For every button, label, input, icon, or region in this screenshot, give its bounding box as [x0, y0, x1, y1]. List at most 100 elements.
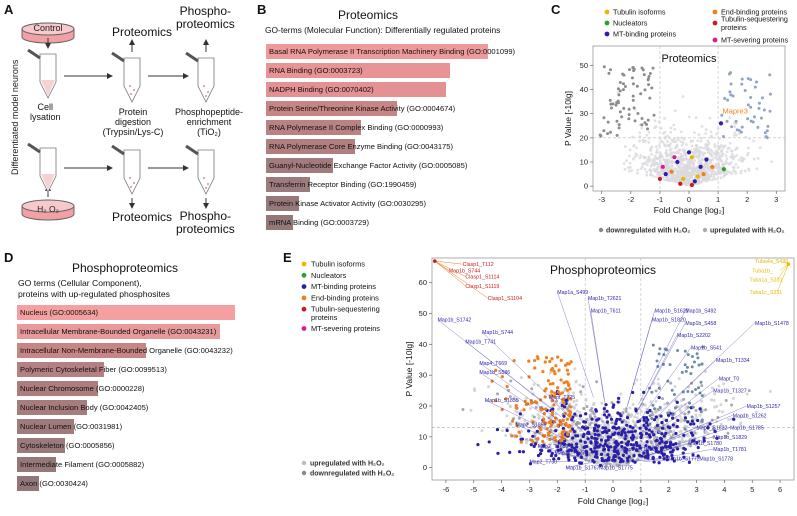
panel-b-bar-row: mRNA Binding (GO:0003729): [266, 215, 488, 230]
x-tick-label: 5: [750, 485, 754, 494]
x-tick-label: 2: [667, 485, 671, 494]
mt-binding-point: [624, 450, 628, 454]
mt-binding-point: [541, 443, 546, 448]
mt-binding-point: [605, 409, 609, 413]
data-point: [517, 416, 521, 420]
mt-binding-point: [690, 419, 694, 423]
mt-binding-point: [618, 417, 622, 421]
mt-binding-point: [683, 416, 688, 420]
data-point: [508, 395, 512, 399]
end-binding-point: [542, 411, 547, 416]
data-point: [572, 391, 576, 395]
data-point: [658, 406, 662, 410]
data-point: [592, 412, 596, 416]
data-point: [519, 376, 523, 380]
mt-binding-point: [594, 452, 599, 456]
data-point: [496, 392, 500, 396]
end-binding-point: [517, 430, 521, 434]
data-point: [670, 166, 674, 170]
end-binding-point: [550, 412, 555, 416]
data-point: [533, 425, 537, 429]
end-binding-point: [550, 410, 555, 414]
data-point: [734, 119, 738, 123]
data-point: [669, 435, 673, 439]
mt-binding-point: [606, 458, 611, 462]
mt-binding-point: [658, 436, 663, 440]
mt-binding-point: [696, 445, 700, 450]
data-point: [692, 360, 696, 364]
data-point: [690, 436, 694, 440]
data-point: [665, 152, 668, 156]
data-point: [690, 365, 694, 369]
data-point: [762, 108, 766, 112]
mt-binding-point: [579, 439, 583, 443]
x-axis-label: Fold Change [log₂]: [654, 205, 724, 215]
label-leader: [638, 310, 686, 405]
protein-label: Map1b_S1767: [566, 466, 600, 472]
data-point: [607, 71, 611, 75]
x-tick-label: 2: [745, 195, 749, 204]
data-point: [668, 363, 672, 367]
data-point: [647, 140, 651, 144]
data-point: [641, 429, 645, 433]
mt-binding-point: [644, 420, 649, 425]
tubulin-label: Tuba1c_S331: [749, 290, 782, 296]
data-point: [704, 142, 708, 146]
panel-b-bar: [266, 177, 311, 192]
tube-icon: [27, 48, 57, 99]
data-point: [675, 143, 679, 147]
data-point: [700, 136, 703, 140]
data-point: [680, 436, 684, 440]
data-point: [676, 156, 680, 160]
data-point: [757, 101, 761, 105]
data-point: [698, 150, 701, 154]
data-point: [538, 431, 542, 435]
label-leader: [777, 264, 789, 293]
mt-binding-point: [528, 462, 533, 466]
mt-binding-point: [633, 429, 637, 433]
highlight-point: [718, 121, 724, 126]
data-point: [635, 436, 639, 440]
data-point: [731, 152, 734, 156]
protein-label: Map1b_T1661: [621, 447, 655, 453]
data-point: [537, 416, 541, 420]
mt-binding-point: [606, 453, 610, 457]
mt-binding-point: [519, 437, 523, 442]
mt-binding-point: [646, 418, 650, 422]
label-leader: [626, 319, 653, 409]
mt-binding-point: [664, 431, 668, 435]
data-point: [645, 133, 649, 137]
data-point: [673, 109, 677, 113]
mt-binding-point: [554, 453, 558, 458]
data-point: [662, 417, 666, 421]
legend-label: Tubulin isoforms: [613, 8, 666, 17]
data-point: [550, 435, 554, 439]
data-point: [682, 149, 686, 153]
data-point: [726, 431, 730, 435]
data-point: [636, 112, 640, 116]
end-binding-point: [564, 423, 568, 427]
mt-binding-point: [578, 414, 583, 418]
label-leader: [653, 427, 731, 452]
mt-binding-point: [623, 431, 627, 435]
data-point: [665, 178, 669, 182]
data-point: [553, 425, 557, 429]
end-binding-point: [531, 420, 535, 424]
end-binding-point: [566, 424, 570, 429]
end-binding-point: [535, 401, 539, 405]
data-point: [683, 418, 687, 422]
y-tick-label: 50: [419, 309, 427, 318]
data-point: [626, 421, 630, 425]
mt-binding-point: [614, 427, 618, 431]
mt-binding-point: [582, 420, 586, 424]
data-point: [646, 118, 650, 122]
data-point: [631, 82, 635, 86]
protein-label: Mapt_T725: [549, 395, 575, 401]
data-point: [562, 389, 566, 393]
data-point: [683, 363, 687, 367]
data-point: [723, 96, 727, 100]
mt-binding-point: [625, 443, 630, 447]
data-point: [609, 106, 613, 110]
legend-swatch: [604, 20, 610, 26]
label-leader: [615, 449, 622, 461]
